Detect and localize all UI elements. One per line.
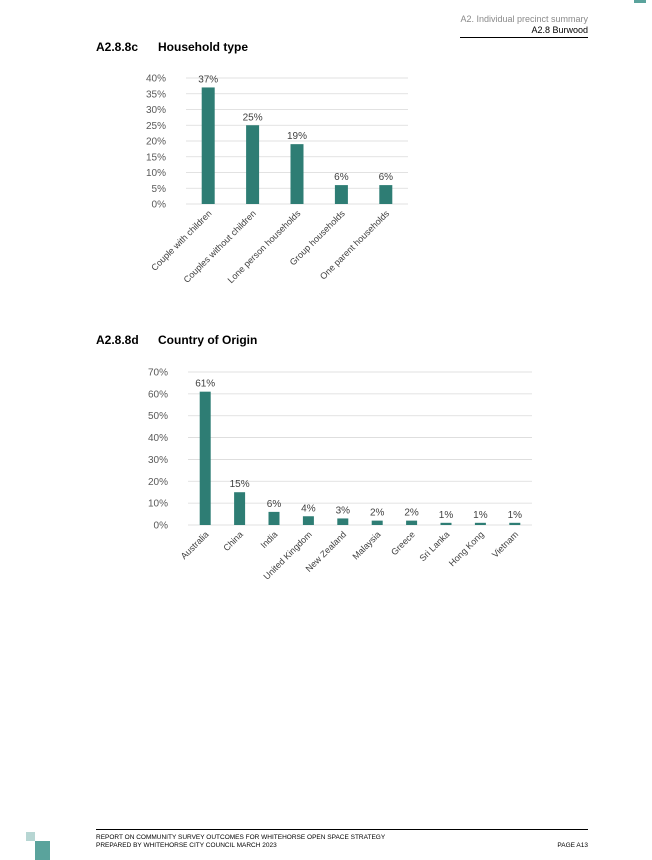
y-tick-label: 50%	[148, 411, 168, 422]
footer-logo-square-light	[26, 832, 35, 841]
bar	[246, 125, 260, 204]
y-tick-label: 40%	[146, 74, 166, 85]
y-tick-label: 70%	[148, 368, 168, 379]
data-label: 37%	[198, 74, 218, 85]
data-label: 19%	[287, 131, 307, 142]
y-tick-label: 30%	[146, 105, 166, 116]
y-tick-label: 15%	[146, 152, 166, 163]
footer-report-title: REPORT ON COMMUNITY SURVEY OUTCOMES FOR …	[96, 834, 386, 841]
y-tick-label: 35%	[146, 89, 166, 100]
footer-rule	[96, 829, 588, 830]
data-label: 25%	[243, 112, 263, 123]
data-label: 2%	[404, 508, 419, 519]
data-label: 4%	[301, 503, 316, 514]
page-header: A2. Individual precinct summary A2.8 Bur…	[460, 14, 588, 38]
data-label: 15%	[230, 479, 250, 490]
footer-logo-square-dark	[35, 841, 50, 860]
y-tick-label: 0%	[152, 200, 167, 211]
y-tick-label: 25%	[146, 121, 166, 132]
section-number: A2.8.8c	[96, 40, 139, 54]
y-tick-label: 20%	[148, 477, 168, 488]
bar	[201, 87, 215, 204]
data-label: 1%	[439, 510, 454, 521]
data-label: 2%	[370, 508, 385, 519]
bar	[199, 391, 211, 525]
bar	[337, 518, 349, 525]
data-label: 6%	[267, 499, 282, 510]
x-tick-label: Australia	[179, 529, 211, 561]
y-tick-label: 0%	[154, 521, 169, 532]
bar	[371, 520, 383, 525]
y-tick-label: 20%	[146, 137, 166, 148]
data-label: 61%	[195, 379, 215, 390]
bar	[290, 144, 304, 204]
bar	[474, 522, 486, 525]
data-label: 6%	[334, 172, 349, 183]
data-label: 1%	[508, 510, 523, 521]
data-label: 3%	[336, 505, 351, 516]
section-heading: Household type	[158, 40, 249, 54]
x-tick-label: China	[221, 529, 245, 553]
header-precinct-label: A2.8 Burwood	[460, 25, 588, 38]
y-tick-label: 40%	[148, 433, 168, 444]
bar	[302, 516, 314, 525]
footer-prepared-by: PREPARED BY WHITEHORSE CITY COUNCIL MARC…	[96, 842, 277, 849]
y-tick-label: 10%	[146, 168, 166, 179]
corner-accent	[634, 0, 646, 3]
section-title-origin: A2.8.8d Country of Origin	[96, 333, 257, 347]
y-tick-label: 30%	[148, 455, 168, 466]
x-tick-label: Hong Kong	[447, 529, 486, 568]
y-tick-label: 60%	[148, 389, 168, 400]
page-number: PAGE A13	[557, 842, 588, 849]
bar	[334, 185, 348, 204]
x-tick-label: Malaysia	[350, 529, 382, 561]
header-section-label: A2. Individual precinct summary	[460, 14, 588, 24]
x-tick-label: Sri Lanka	[417, 529, 451, 563]
data-label: 6%	[379, 172, 394, 183]
bar	[379, 185, 393, 204]
section-number: A2.8.8d	[96, 333, 139, 347]
data-label: 1%	[473, 510, 488, 521]
section-title-household: A2.8.8c Household type	[96, 40, 248, 54]
x-tick-label: Greece	[389, 529, 417, 557]
bar	[268, 511, 280, 525]
bar	[406, 520, 418, 525]
x-tick-label: Vietnam	[490, 529, 520, 559]
x-tick-label: India	[259, 529, 280, 550]
y-tick-label: 5%	[152, 184, 167, 195]
section-heading: Country of Origin	[158, 333, 258, 347]
footer-text: REPORT ON COMMUNITY SURVEY OUTCOMES FOR …	[96, 834, 385, 850]
bar	[509, 522, 521, 525]
bar	[234, 492, 246, 525]
y-tick-label: 10%	[148, 499, 168, 510]
bar	[440, 522, 452, 525]
